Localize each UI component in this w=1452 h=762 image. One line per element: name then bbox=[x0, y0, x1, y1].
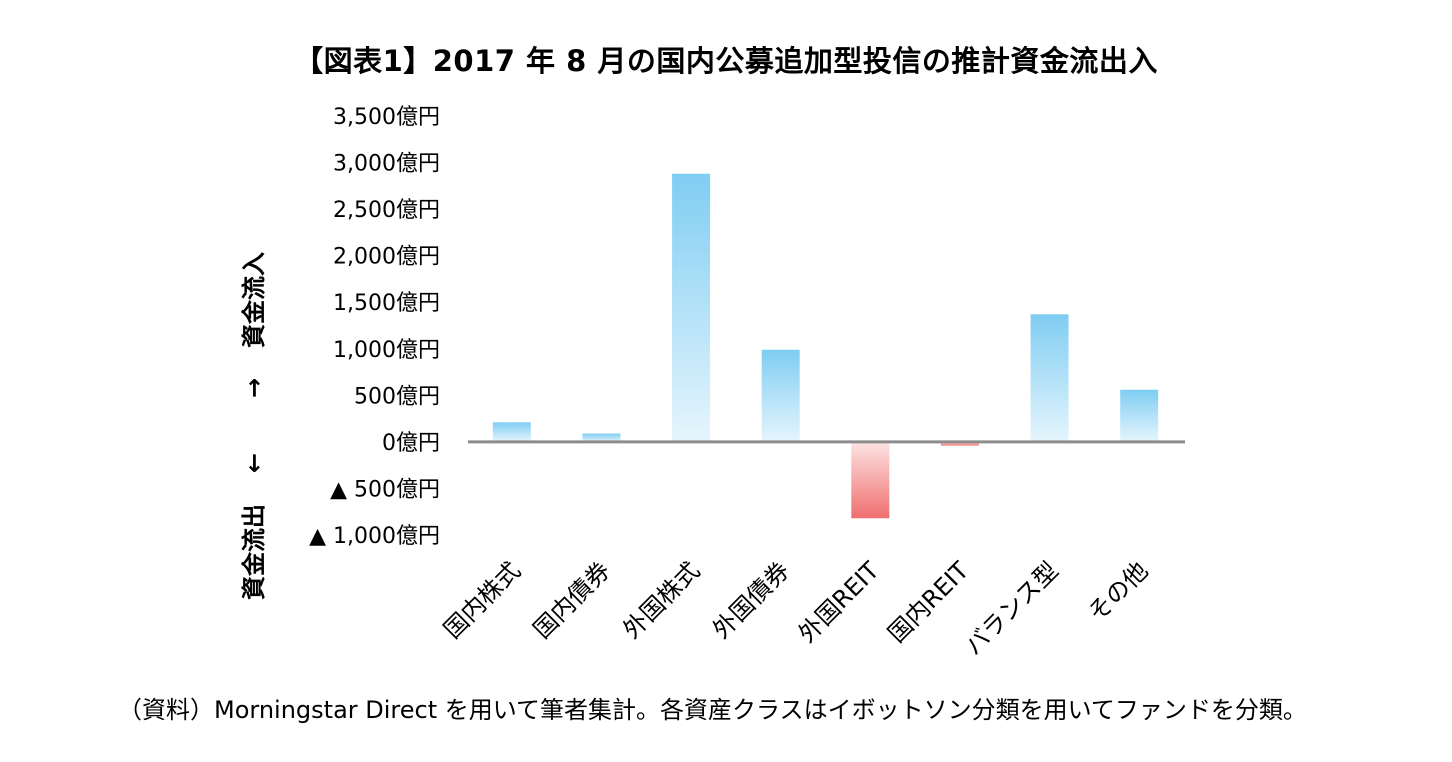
chart-title: 【図表1】2017 年 8 月の国内公募追加型投信の推計資金流出入 bbox=[294, 44, 1158, 78]
y-tick-label: 1,000億円 bbox=[333, 338, 440, 363]
y-tick-label: 3,500億円 bbox=[333, 105, 440, 130]
x-tick-label: 外国債券 bbox=[707, 556, 795, 644]
bar bbox=[940, 441, 979, 446]
y-axis-title: 資金流入 → ← 資金流出 bbox=[240, 252, 268, 600]
y-axis-labels: 3,500億円 3,000億円 2,500億円 2,000億円 1,500億円 1,000… bbox=[309, 105, 440, 549]
bar bbox=[672, 173, 711, 442]
bar bbox=[761, 349, 800, 442]
bar bbox=[1120, 389, 1159, 442]
x-tick-label: 外国株式 bbox=[618, 556, 706, 644]
bar bbox=[1030, 314, 1069, 442]
x-tick-label: 国内株式 bbox=[438, 556, 526, 644]
y-title-outflow: 資金流出 bbox=[240, 504, 268, 600]
bar bbox=[851, 441, 890, 519]
x-tick-label: 外国REIT bbox=[793, 556, 885, 648]
y-tick-label: 3,000億円 bbox=[333, 152, 440, 177]
y-tick-label: 2,500億円 bbox=[333, 198, 440, 223]
y-tick-label: 1,500億円 bbox=[333, 291, 440, 316]
y-title-inflow: 資金流入 bbox=[240, 252, 268, 348]
y-tick-label: ▲ 1,000億円 bbox=[309, 524, 440, 549]
y-title-arrow-up: → bbox=[240, 378, 268, 398]
x-tick-label: その他 bbox=[1083, 556, 1154, 627]
y-tick-label: 2,000億円 bbox=[333, 245, 440, 270]
y-tick-label: ▲ 500億円 bbox=[330, 477, 440, 502]
bar bbox=[582, 433, 621, 442]
bar bbox=[492, 422, 531, 442]
x-tick-label: 国内REIT bbox=[883, 556, 975, 648]
x-tick-label: 国内債券 bbox=[528, 556, 616, 644]
y-title-arrow-down: ← bbox=[240, 453, 268, 473]
source-note: （資料）Morningstar Direct を用いて筆者集計。各資産クラスはイ… bbox=[118, 696, 1307, 724]
y-tick-label: 500億円 bbox=[354, 384, 440, 409]
x-tick-label: バランス型 bbox=[959, 556, 1063, 660]
y-tick-label: 0億円 bbox=[382, 431, 440, 456]
bars bbox=[492, 173, 1159, 519]
